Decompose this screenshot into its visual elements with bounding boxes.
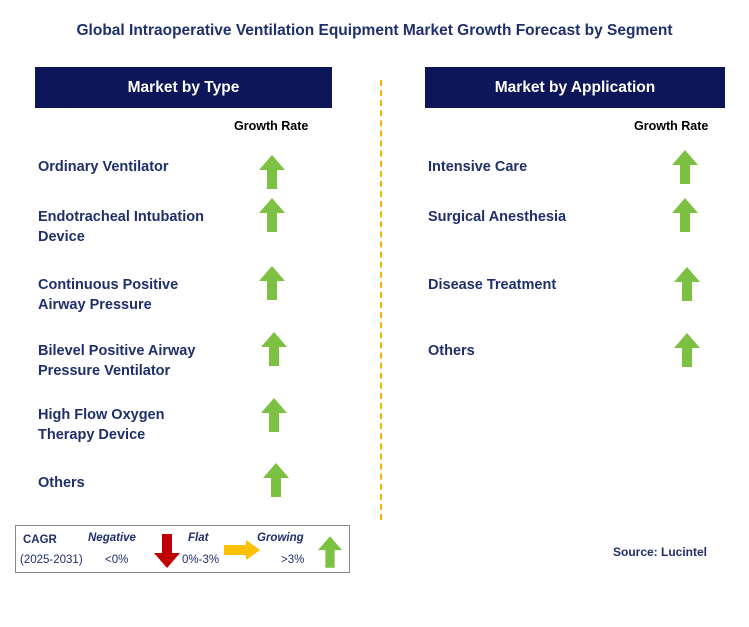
legend-period: (2025-2031) (20, 554, 83, 566)
growth-up-arrow-icon (259, 266, 285, 300)
type-item-label: Bilevel Positive Airway (38, 343, 196, 359)
type-item-label: Ordinary Ventilator (38, 159, 169, 175)
type-item-bilevel: Bilevel Positive Airway Pressure Ventila… (38, 341, 195, 381)
type-item-label: High Flow Oxygen (38, 407, 165, 423)
flat-right-arrow-icon (224, 540, 260, 565)
application-item-label: Surgical Anesthesia (428, 209, 567, 225)
legend-negative-range: <0% (105, 554, 129, 566)
application-item-label: Others (428, 343, 475, 359)
type-item-label: Pressure Ventilator (38, 363, 171, 379)
growing-up-arrow-icon (318, 535, 342, 574)
growth-up-arrow-icon (674, 267, 700, 301)
application-item-others: Others (428, 341, 475, 361)
type-item-endotracheal-intubation: Endotracheal Intubation Device (38, 207, 204, 247)
growth-up-arrow-icon (261, 332, 287, 366)
application-item-label: Intensive Care (428, 159, 528, 175)
type-item-label: Endotracheal Intubation (38, 209, 204, 225)
growth-up-arrow-icon (259, 155, 285, 189)
negative-down-arrow-icon (154, 534, 180, 573)
legend-negative-label: Negative (88, 532, 136, 544)
growth-up-arrow-icon (672, 150, 698, 184)
page-title: Global Intraoperative Ventilation Equipm… (76, 22, 673, 39)
cagr-legend: CAGR (2025-2031) Negative <0% Flat 0%-3%… (15, 525, 350, 573)
type-growth-rate-label: Growth Rate (234, 119, 309, 133)
source-note: Source: Lucintel (613, 545, 708, 559)
growth-up-arrow-icon (674, 333, 700, 367)
application-column-header: Market by Application (425, 67, 725, 108)
application-item-disease-treatment: Disease Treatment (428, 275, 556, 295)
type-item-label: Others (38, 475, 85, 491)
type-item-cpap: Continuous Positive Airway Pressure (38, 275, 178, 315)
legend-growing-range: >3% (281, 554, 305, 566)
type-item-label: Device (38, 229, 85, 245)
type-item-high-flow-oxygen: High Flow Oxygen Therapy Device (38, 405, 164, 445)
application-item-intensive-care: Intensive Care (428, 157, 527, 177)
legend-flat-range: 0%-3% (182, 554, 220, 566)
growth-up-arrow-icon (261, 398, 287, 432)
column-divider (380, 80, 382, 520)
application-item-label: Disease Treatment (428, 277, 557, 293)
type-item-others: Others (38, 473, 85, 493)
legend-cagr-label: CAGR (23, 534, 57, 546)
type-item-label: Airway Pressure (38, 297, 152, 313)
legend-growing-label: Growing (257, 532, 304, 544)
legend-flat-label: Flat (188, 532, 209, 544)
type-column-header: Market by Type (35, 67, 332, 108)
application-item-surgical-anesthesia: Surgical Anesthesia (428, 207, 566, 227)
type-item-ordinary-ventilator: Ordinary Ventilator (38, 157, 169, 177)
type-item-label: Therapy Device (38, 427, 146, 443)
growth-up-arrow-icon (263, 463, 289, 497)
type-item-label: Continuous Positive (38, 277, 179, 293)
growth-up-arrow-icon (259, 198, 285, 232)
application-growth-rate-label: Growth Rate (634, 119, 709, 133)
growth-up-arrow-icon (672, 198, 698, 232)
